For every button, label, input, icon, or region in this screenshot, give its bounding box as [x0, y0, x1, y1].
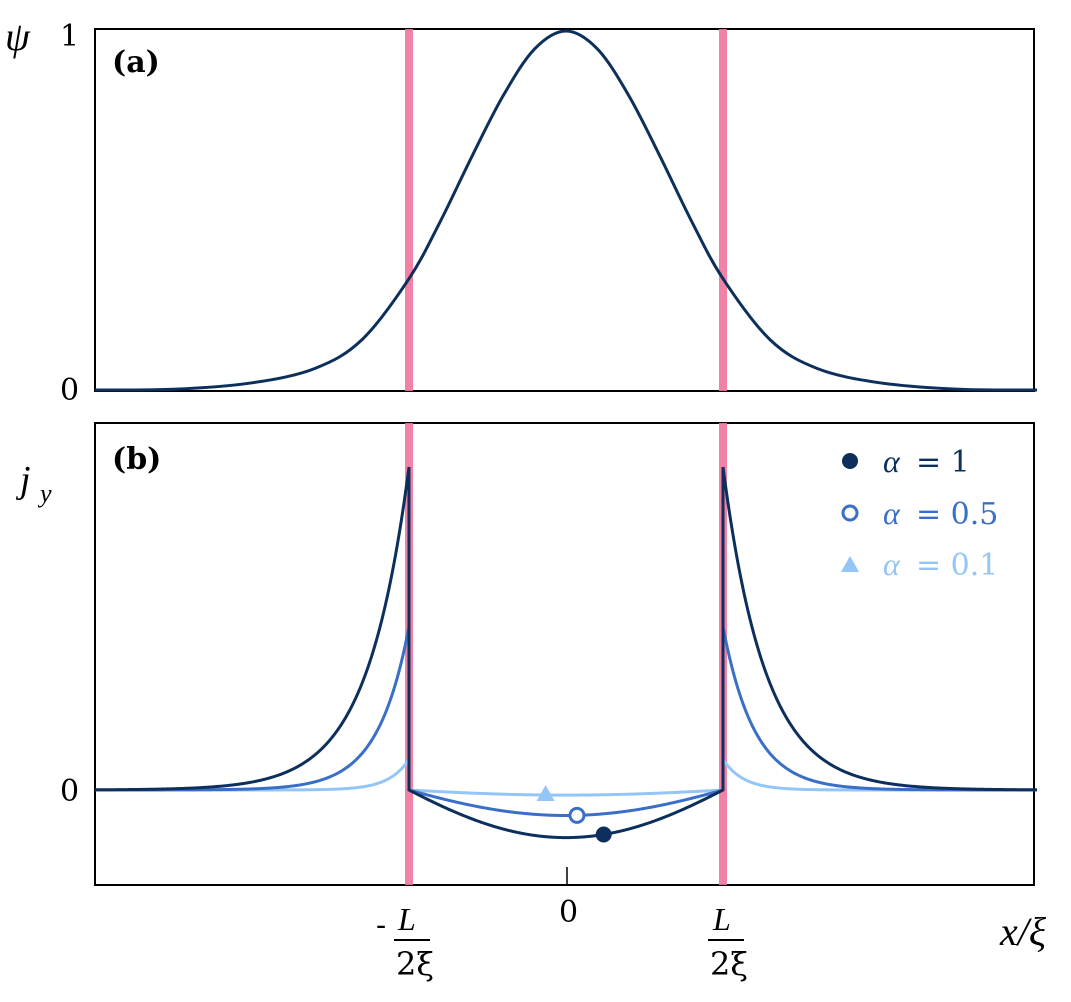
- x-tick-left-den: 2ξ: [396, 945, 434, 983]
- x-axis-label: x/ξ: [999, 909, 1047, 954]
- jy-axis-label-sub: y: [37, 479, 52, 508]
- boundary-line-1: [719, 29, 727, 391]
- jy-marker-series-0: [595, 826, 612, 843]
- panel-a-boundaries: [405, 29, 727, 391]
- x-tick-right-num: L: [712, 901, 731, 937]
- legend-marker-alpha-01: [841, 556, 859, 572]
- legend-alpha-05-value: = 0.5: [916, 497, 998, 532]
- psi-tick-1: 1: [60, 19, 79, 54]
- psi-curve: [94, 29, 1038, 392]
- jy-tick-0: 0: [60, 774, 79, 809]
- panel-b-label: (b): [112, 442, 161, 477]
- boundary-line-0: [405, 29, 413, 391]
- jy-curves: [95, 466, 1037, 840]
- x-tick-left-num: L: [397, 901, 416, 937]
- jy-marker-series-1: [568, 806, 586, 824]
- legend-alpha-1-value: = 1: [916, 445, 970, 480]
- jy-marker-series-2: [536, 785, 555, 802]
- jy-markers: [536, 785, 612, 843]
- jy-axis-label: j: [15, 459, 31, 501]
- panel-a-label: (a): [112, 45, 160, 80]
- legend-alpha-01-value: = 0.1: [916, 548, 998, 583]
- legend-marker-alpha-1: [842, 453, 858, 469]
- psi-axis-label: ψ: [5, 14, 31, 59]
- legend-marker-alpha-05: [841, 504, 859, 522]
- x-tick-right-den: 2ξ: [710, 945, 748, 983]
- panel-a: (a) ψ 1 0: [5, 14, 1038, 408]
- panel-b-frame: [94, 422, 1035, 886]
- x-tick-minus-sign: -: [376, 908, 386, 943]
- panel-a-frame: [94, 28, 1035, 392]
- legend-alpha-1-symbol: α: [883, 443, 901, 479]
- legend-alpha-05-symbol: α: [883, 495, 901, 531]
- psi-tick-0: 0: [60, 373, 79, 408]
- panel-b: (b) j y 0 α = 1 α = 0.5 α = 0.1 - L 2ξ 0…: [15, 422, 1047, 983]
- legend-alpha-01-symbol: α: [883, 546, 901, 582]
- legend: α = 1 α = 0.5 α = 0.1: [841, 443, 998, 583]
- jy-curve-series-1: [95, 626, 1037, 817]
- jy-curve-series-0: [95, 466, 1037, 840]
- x-tick-center: 0: [559, 895, 578, 930]
